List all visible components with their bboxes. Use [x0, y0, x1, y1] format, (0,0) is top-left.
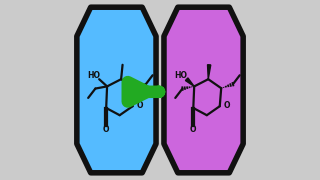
Polygon shape	[164, 7, 243, 173]
Polygon shape	[77, 7, 156, 173]
Text: HO: HO	[174, 71, 187, 80]
Text: O: O	[103, 125, 109, 134]
Text: HO: HO	[88, 71, 100, 80]
Polygon shape	[185, 78, 194, 86]
Text: O: O	[190, 125, 196, 134]
Polygon shape	[208, 65, 211, 79]
Text: O: O	[136, 101, 143, 110]
Text: O: O	[223, 101, 230, 110]
